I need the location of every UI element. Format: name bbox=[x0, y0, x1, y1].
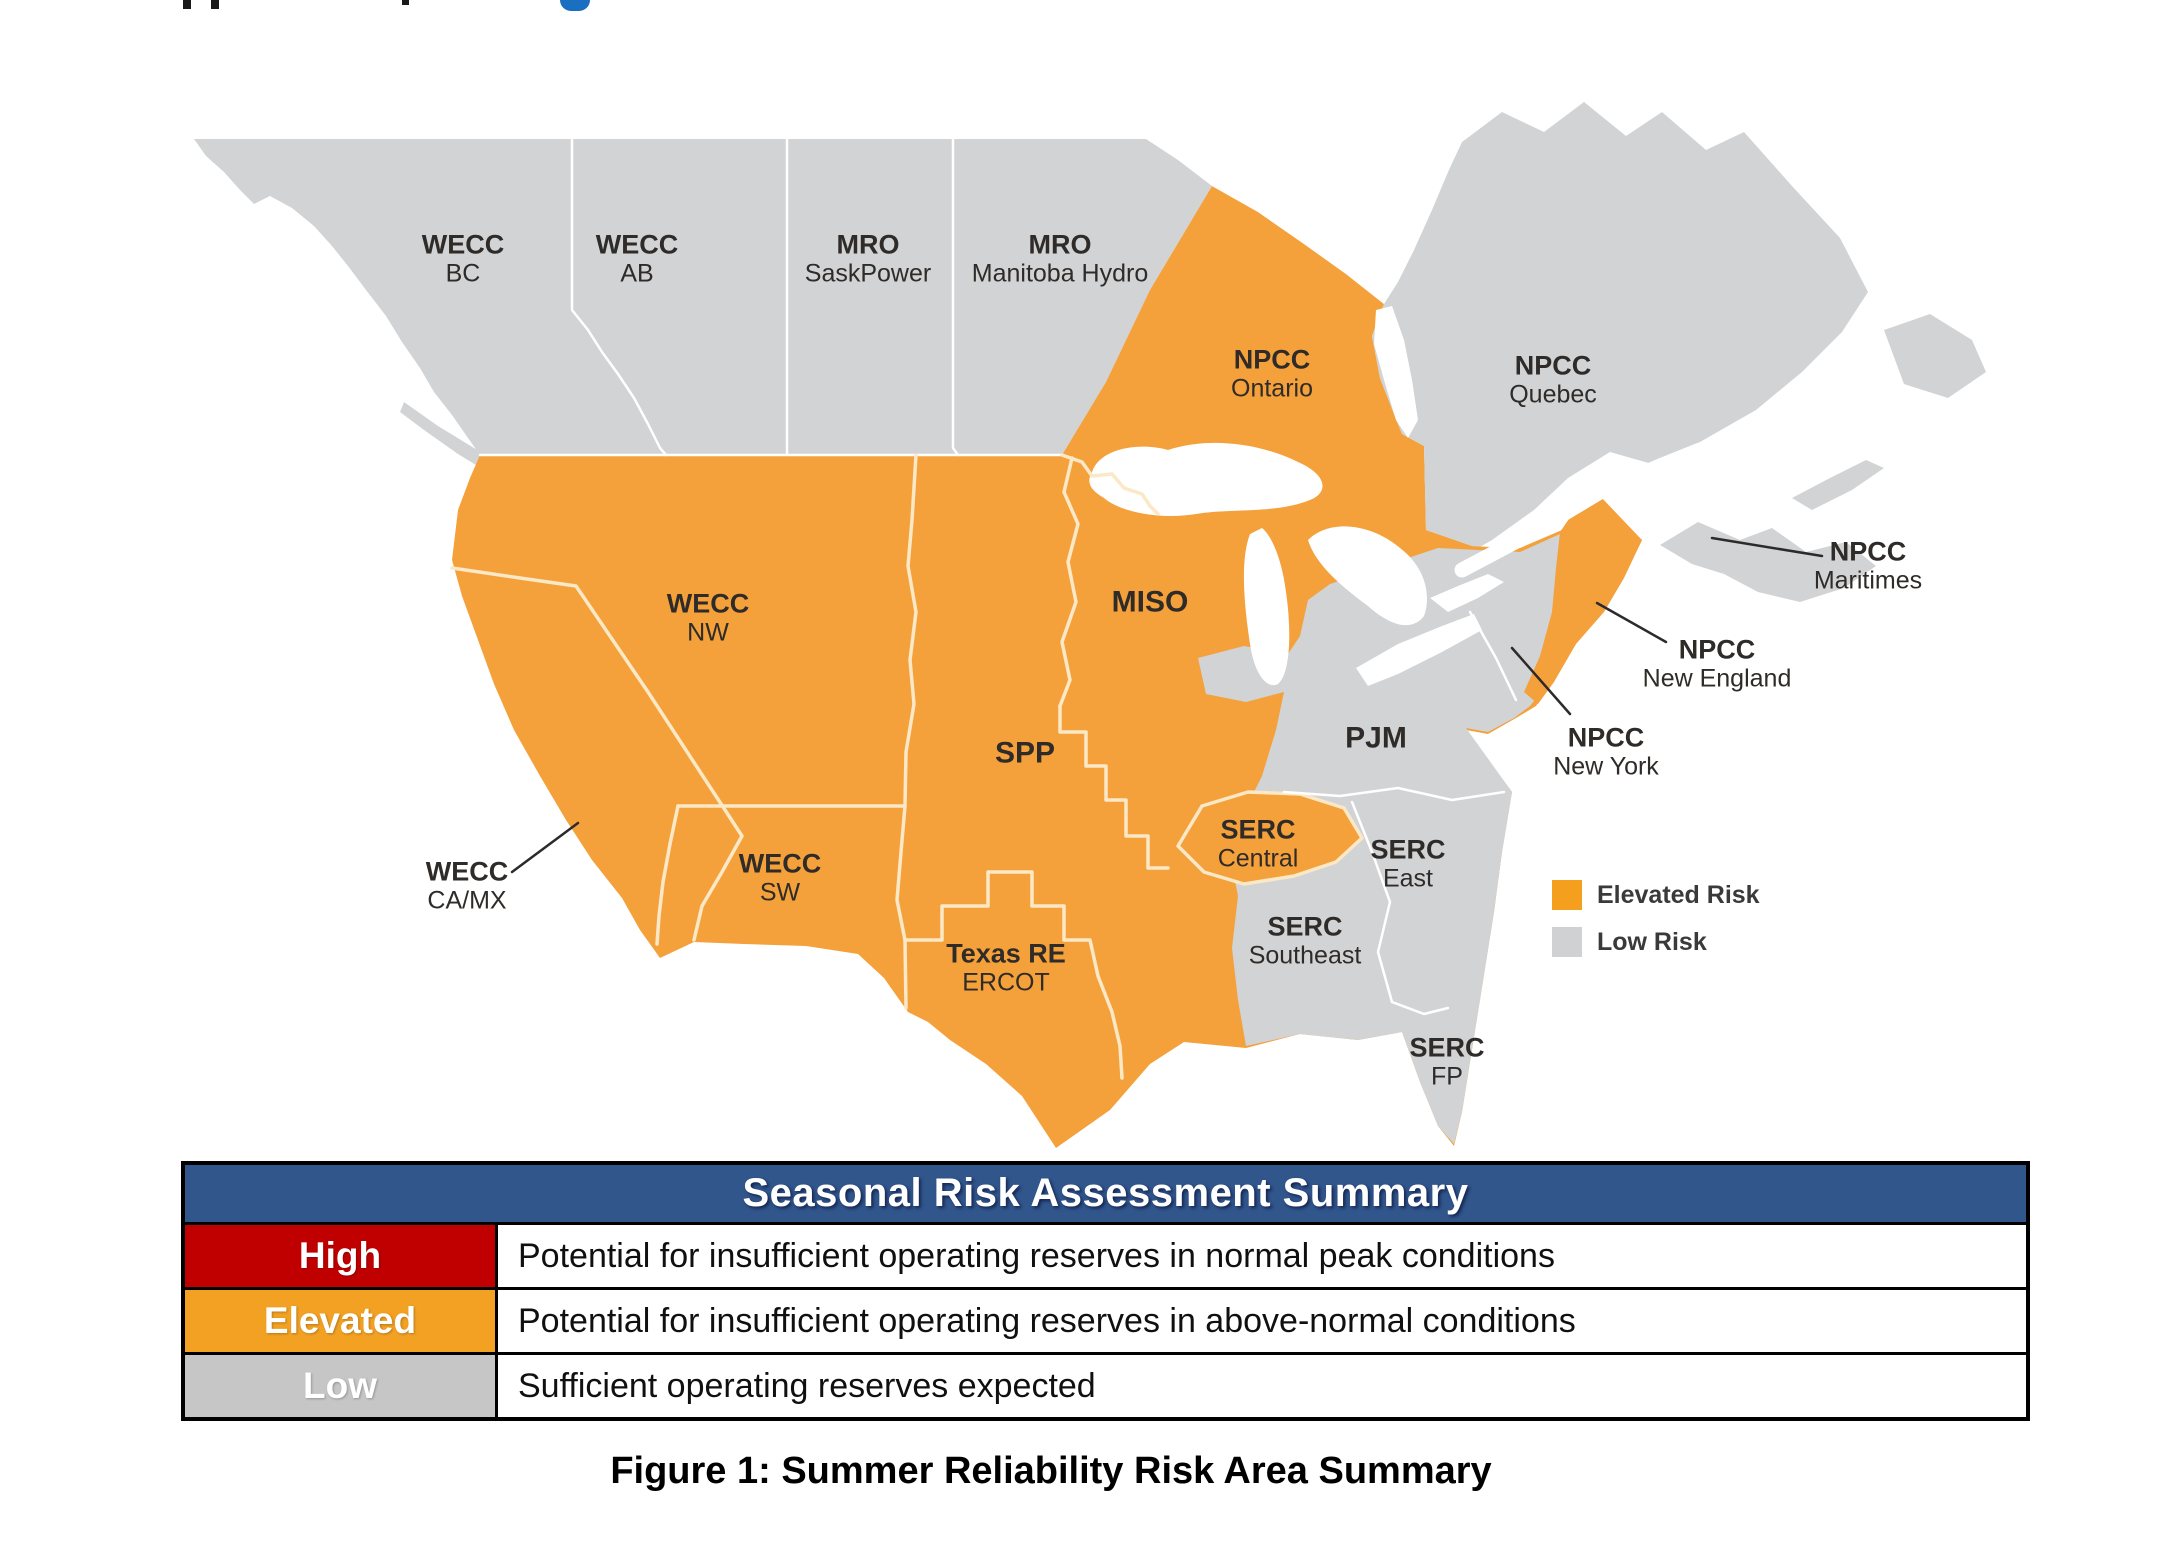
lake-erie bbox=[1356, 614, 1482, 686]
map-label-serc-central: SERC Central bbox=[1217, 814, 1299, 873]
map-label-npcc-new-york: NPCC New York bbox=[1553, 722, 1659, 781]
legend-low-risk: Low Risk bbox=[1552, 927, 1760, 957]
hudson-bay bbox=[1212, 139, 1460, 304]
region-gaspe bbox=[1792, 460, 1884, 510]
map-label-mro-manitoba-hydro: MRO Manitoba Hydro bbox=[971, 229, 1149, 288]
map-label-serc-east: SERC East bbox=[1370, 834, 1446, 893]
map-label-wecc-bc: WECC BC bbox=[421, 229, 505, 288]
st-lawrence-river bbox=[1454, 442, 1708, 578]
legend-elevated-risk: Elevated Risk bbox=[1552, 880, 1760, 910]
risk-level-elevated: Elevated bbox=[185, 1290, 498, 1352]
risk-description-high: Potential for insufficient operating res… bbox=[498, 1225, 2026, 1287]
map-label-npcc-quebec: NPCC Quebec bbox=[1509, 350, 1597, 409]
region-npcc-new-england bbox=[1524, 494, 1642, 704]
map-label-serc-southeast: SERC Southeast bbox=[1248, 911, 1362, 970]
region-east-low bbox=[1198, 534, 1566, 1144]
map-label-texas-re-ercot: Texas RE ERCOT bbox=[946, 938, 1066, 997]
map-label-spp: SPP bbox=[994, 736, 1056, 770]
low-region-borders bbox=[1282, 610, 1518, 1016]
low-risk-swatch bbox=[1552, 927, 1582, 957]
elevated-region-borders bbox=[450, 453, 1170, 1080]
region-newfoundland bbox=[1884, 314, 1986, 398]
map-label-npcc-maritimes: NPCC Maritimes bbox=[1813, 536, 1923, 595]
figure-caption: Figure 1: Summer Reliability Risk Area S… bbox=[610, 1450, 1492, 1492]
canada-province-borders bbox=[478, 137, 1064, 457]
cropped-text-fragment bbox=[183, 0, 191, 9]
map-legend: Elevated Risk Low Risk bbox=[1552, 880, 1760, 974]
cropped-text-fragment bbox=[402, 0, 409, 5]
james-bay bbox=[1374, 306, 1418, 438]
risk-level-low: Low bbox=[185, 1355, 498, 1417]
lake-ontario bbox=[1430, 574, 1504, 612]
map-label-miso: MISO bbox=[1111, 585, 1189, 619]
legend-elevated-label: Elevated Risk bbox=[1597, 880, 1760, 909]
region-serc-central bbox=[1176, 790, 1364, 886]
elevated-risk-swatch bbox=[1552, 880, 1582, 910]
map-label-npcc-new-england: NPCC New England bbox=[1642, 634, 1792, 693]
table-row-elevated: Elevated Potential for insufficient oper… bbox=[185, 1290, 2026, 1355]
region-canada-west-gray bbox=[194, 139, 1212, 455]
risk-description-low: Sufficient operating reserves expected bbox=[498, 1355, 2026, 1417]
table-row-high: High Potential for insufficient operatin… bbox=[185, 1225, 2026, 1290]
map-label-pjm: PJM bbox=[1345, 721, 1407, 755]
lake-superior bbox=[1089, 442, 1323, 517]
map-label-wecc-sw: WECC SW bbox=[738, 848, 822, 907]
cropped-link-fragment bbox=[560, 0, 590, 11]
map-label-mro-saskpower: MRO SaskPower bbox=[804, 229, 932, 288]
seasonal-risk-assessment-table: Seasonal Risk Assessment Summary High Po… bbox=[181, 1161, 2030, 1421]
risk-description-elevated: Potential for insufficient operating res… bbox=[498, 1290, 2026, 1352]
region-npcc-maritimes bbox=[1660, 522, 1876, 602]
map-label-wecc-ca-mx: WECC CA/MX bbox=[425, 856, 509, 915]
legend-low-label: Low Risk bbox=[1597, 927, 1707, 956]
map-label-wecc-ab: WECC AB bbox=[595, 229, 679, 288]
map-label-npcc-ontario: NPCC Ontario bbox=[1231, 344, 1313, 403]
region-npcc-ontario bbox=[1062, 186, 1534, 672]
cropped-text-fragment bbox=[211, 0, 219, 9]
lake-huron bbox=[1308, 526, 1427, 626]
table-row-low: Low Sufficient operating reserves expect… bbox=[185, 1355, 2026, 1417]
label-leader-lines bbox=[510, 536, 1824, 874]
risk-level-high: High bbox=[185, 1225, 498, 1287]
region-npcc-quebec bbox=[1372, 102, 1868, 548]
map-label-serc-fp: SERC FP bbox=[1409, 1032, 1485, 1091]
map-label-wecc-nw: WECC NW bbox=[666, 588, 750, 647]
lake-michigan bbox=[1243, 528, 1290, 686]
table-title: Seasonal Risk Assessment Summary bbox=[185, 1165, 2026, 1225]
